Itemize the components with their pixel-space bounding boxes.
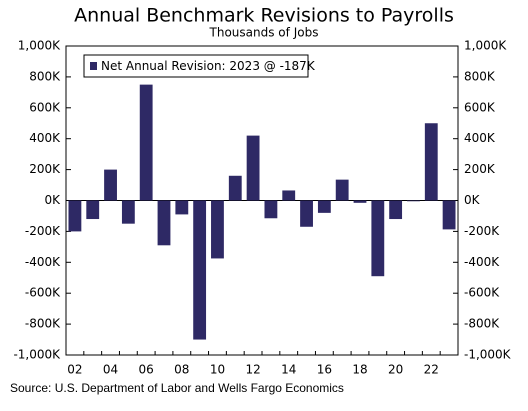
- x-tick-label: 10: [210, 363, 225, 377]
- y-tick-label: 200K: [29, 162, 61, 176]
- y-tick-label: -200K: [25, 224, 61, 238]
- bar: [317, 200, 331, 213]
- x-tick-label: 06: [139, 363, 154, 377]
- y2-tick-label: 800K: [464, 69, 496, 83]
- bar: [139, 84, 153, 201]
- y-tick-label: 600K: [29, 100, 61, 114]
- bar: [157, 200, 171, 246]
- x-tick-label: 08: [174, 363, 189, 377]
- bar: [68, 200, 82, 232]
- bar: [175, 200, 189, 215]
- y2-tick-label: -800K: [464, 317, 500, 331]
- chart-title: Annual Benchmark Revisions to Payrolls: [74, 5, 454, 27]
- y2-tick-label: 0K: [464, 193, 481, 207]
- bar: [442, 200, 456, 230]
- bar: [86, 200, 100, 220]
- source-note: Source: U.S. Department of Labor and Wel…: [10, 381, 344, 395]
- y2-tick-label: 200K: [464, 162, 496, 176]
- y-tick-label: -1,000K: [13, 348, 61, 362]
- y-tick-label: 0K: [44, 193, 61, 207]
- bar: [389, 200, 403, 220]
- y2-tick-label: -600K: [464, 286, 500, 300]
- y2-tick-label: -200K: [464, 224, 500, 238]
- bar: [193, 200, 207, 340]
- bar: [121, 200, 135, 224]
- legend-swatch: [90, 62, 97, 70]
- chart-subtitle: Thousands of Jobs: [209, 26, 319, 40]
- x-tick-label: 04: [103, 363, 118, 377]
- y2-tick-label: -1,000K: [464, 348, 512, 362]
- bar: [371, 200, 385, 277]
- y-tick-label: -600K: [25, 286, 61, 300]
- y-tick-label: -400K: [25, 255, 61, 269]
- bar: [407, 200, 420, 202]
- bar: [264, 200, 278, 219]
- x-tick-label: 18: [352, 363, 367, 377]
- y2-tick-label: 600K: [464, 100, 496, 114]
- y2-tick-label: 400K: [464, 131, 496, 145]
- legend-label: Net Annual Revision: 2023 @ -187K: [101, 59, 316, 73]
- x-tick-label: 12: [245, 363, 260, 377]
- bar: [246, 135, 260, 201]
- y-tick-label: 1,000K: [18, 39, 61, 53]
- bar: [353, 200, 367, 203]
- legend-box: [83, 54, 309, 78]
- y2-tick-label: -400K: [464, 255, 500, 269]
- x-tick-label: 22: [424, 363, 439, 377]
- bar: [228, 175, 242, 201]
- x-tick-label: 02: [67, 363, 82, 377]
- bar: [335, 179, 349, 201]
- y2-tick-label: 1,000K: [464, 39, 507, 53]
- x-tick-label: 20: [388, 363, 403, 377]
- y-tick-label: -800K: [25, 317, 61, 331]
- bar: [282, 190, 296, 201]
- y-tick-label: 400K: [29, 131, 61, 145]
- y-tick-label: 800K: [29, 69, 61, 83]
- bar: [300, 200, 313, 227]
- bar: [424, 123, 438, 201]
- bar: [211, 200, 224, 259]
- bar: [104, 169, 117, 201]
- x-tick-label: 16: [317, 363, 332, 377]
- x-tick-label: 14: [281, 363, 296, 377]
